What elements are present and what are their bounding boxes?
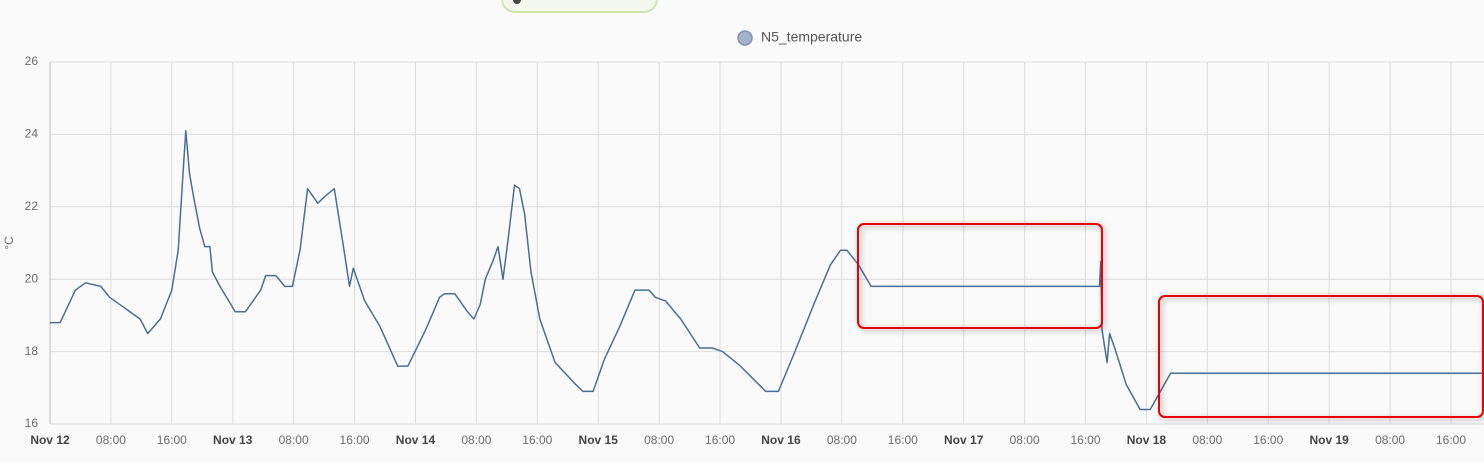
x-tick-label: Nov 19 — [1309, 433, 1349, 447]
y-tick-label: 20 — [25, 271, 39, 285]
y-tick-label: 24 — [25, 127, 39, 141]
y-tick-label: 18 — [25, 344, 39, 358]
legend-label[interactable]: N5_temperature — [761, 29, 862, 45]
x-tick-label: Nov 14 — [396, 433, 436, 447]
x-tick-label: 08:00 — [1192, 433, 1222, 447]
x-tick-label: 16:00 — [1436, 433, 1466, 447]
y-axis-label: °C — [2, 236, 16, 250]
x-tick-label: 08:00 — [644, 433, 674, 447]
x-tick-label: 16:00 — [522, 433, 552, 447]
x-tick-label: Nov 17 — [944, 433, 984, 447]
plot — [50, 130, 1484, 411]
x-tick-label: 08:00 — [1375, 433, 1405, 447]
x-tick-label: 16:00 — [340, 433, 370, 447]
legend-marker[interactable] — [737, 30, 753, 46]
chip-icon — [513, 0, 521, 4]
x-tick-label: 08:00 — [1010, 433, 1040, 447]
filter-chip[interactable] — [501, 0, 658, 13]
y-tick-label: 26 — [25, 54, 39, 68]
x-tick-label: 16:00 — [888, 433, 918, 447]
x-tick-label: 16:00 — [1253, 433, 1283, 447]
x-tick-label: 08:00 — [461, 433, 491, 447]
y-tick-label: 16 — [25, 416, 39, 430]
x-tick-label: 08:00 — [827, 433, 857, 447]
x-tick-label: 16:00 — [157, 433, 187, 447]
x-tick-label: 16:00 — [705, 433, 735, 447]
grid — [49, 61, 1484, 425]
x-tick-label: 08:00 — [96, 433, 126, 447]
x-tick-label: Nov 13 — [213, 433, 253, 447]
data-line — [50, 130, 1484, 411]
x-tick-label: 08:00 — [279, 433, 309, 447]
x-tick-label: Nov 15 — [579, 433, 619, 447]
y-tick-label: 22 — [25, 199, 39, 213]
x-tick-label: Nov 16 — [761, 433, 801, 447]
x-tick-label: 16:00 — [1071, 433, 1101, 447]
x-tick-label: Nov 18 — [1127, 433, 1167, 447]
highlight-box — [1158, 295, 1484, 418]
highlight-box — [857, 223, 1103, 329]
x-tick-label: Nov 12 — [30, 433, 70, 447]
